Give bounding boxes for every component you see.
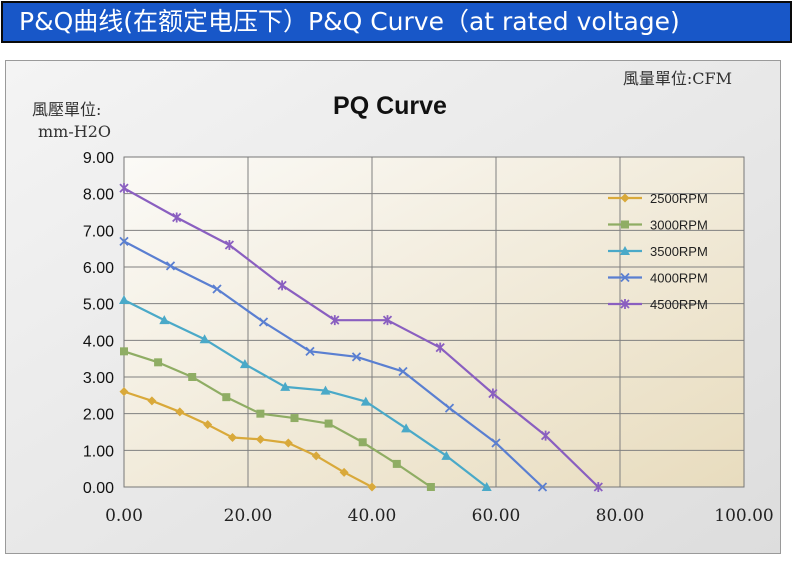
data-point [147,396,157,406]
data-point [239,359,250,369]
data-point [351,352,362,362]
data-point [621,220,629,229]
pq-chart: 0.00 20.00 40.00 60.00 80.00 100.00 0.00 1.00 2.… [5,60,781,554]
data-point [159,315,170,325]
data-point [283,438,293,448]
series-line [123,350,432,488]
series-line [123,240,544,488]
series-line [123,299,488,488]
x-tick-label: 60.00 [472,506,521,526]
data-point [620,246,630,255]
series-line [123,390,373,488]
page-header: P&Q曲线(在额定电压下）P&Q Curve（at rated voltage) [1,1,792,43]
data-point [154,358,163,367]
y-tick-label: 1.00 [83,443,114,460]
data-point [401,423,412,433]
data-point [165,261,176,271]
data-point [358,438,367,447]
y-tick-label: 8.00 [83,187,114,204]
data-point [320,385,331,395]
data-point [593,482,603,492]
data-point [119,236,129,246]
y-tick-label: 7.00 [83,223,114,240]
data-point [540,430,551,441]
x-axis-label: 風量單位:CFM [623,69,732,88]
data-point [382,315,393,326]
data-point [172,212,182,223]
y-axis-label: 風壓單位: [32,100,101,119]
y-tick-label: 6.00 [83,260,114,277]
data-point [620,272,630,283]
data-point [367,482,377,492]
data-point [491,438,501,448]
data-point [175,407,185,417]
x-tick-label: 20.00 [224,506,273,526]
pq-chart-svg: 0.00 20.00 40.00 60.00 80.00 100.00 0.00 1.00 2.… [5,60,781,554]
data-point [488,388,498,399]
plot-area [124,157,744,487]
data-point [620,299,630,309]
data-point [290,414,299,423]
data-point [330,315,340,326]
y-tick-label: 9.00 [83,150,114,167]
y-tick-label: 0.00 [83,480,114,497]
data-point [481,482,492,491]
data-point [311,451,321,461]
data-point [324,419,333,428]
y-tick-label: 2.00 [83,407,114,424]
y-tick-label: 4.00 [83,333,114,350]
x-tick-label: 80.00 [596,506,645,526]
data-point [620,193,630,203]
x-tick-label: 40.00 [348,506,397,526]
data-point [203,420,213,430]
data-point [199,334,210,344]
data-point [435,342,445,353]
data-point [280,381,291,391]
data-point [224,240,235,250]
data-point [212,284,222,294]
data-point [305,346,315,356]
data-point [120,347,128,356]
data-point [258,317,269,327]
data-point [441,450,452,460]
data-point [222,393,231,402]
data-point [119,387,129,397]
series-line [123,187,600,488]
legend-label: 3500RPM [650,244,708,259]
legend-label: 4000RPM [650,271,708,286]
data-point [188,373,197,381]
data-point [426,483,435,491]
data-point [277,280,287,291]
data-point [392,459,401,468]
data-point [256,409,265,418]
data-point [119,295,129,304]
y-tick-label: 5.00 [83,297,114,314]
y-axis-unit: mm-H2O [38,122,111,141]
legend-label: 2500RPM [650,191,708,206]
legend-label: 3000RPM [650,218,708,233]
data-point [444,403,455,413]
data-point [537,482,548,492]
x-tick-label: 100.00 [714,506,773,526]
data-point [339,467,349,477]
legend-label: 4500RPM [650,297,708,312]
y-tick-label: 3.00 [83,370,114,387]
data-point [255,434,265,444]
data-point [228,433,237,442]
data-point [119,183,129,194]
header-title: P&Q曲线(在额定电压下）P&Q Curve（at rated voltage) [19,7,680,36]
data-point [360,396,371,406]
data-point [398,366,408,377]
chart-title: PQ Curve [333,92,447,120]
x-tick-label: 0.00 [105,506,143,526]
